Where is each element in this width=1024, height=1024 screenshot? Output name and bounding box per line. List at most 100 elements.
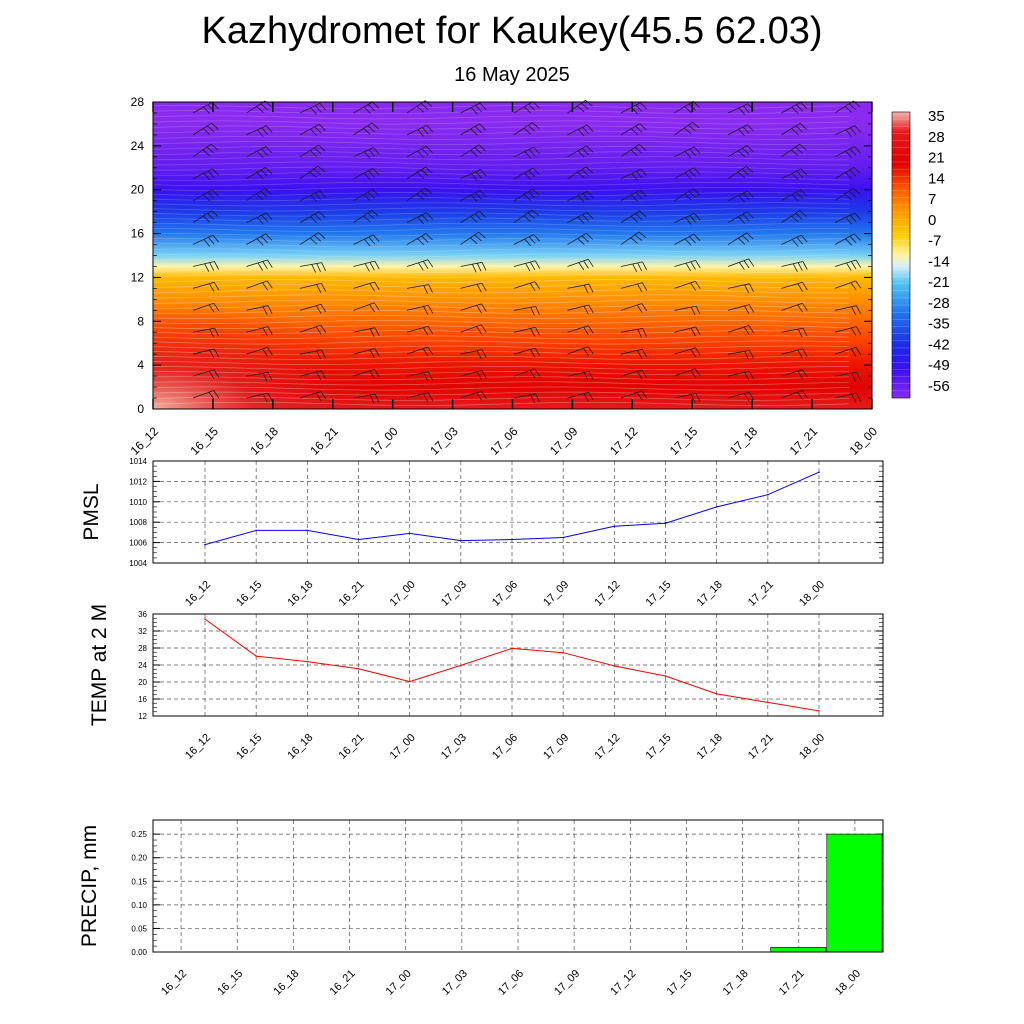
wind-barb-shaft xyxy=(781,327,804,333)
wind-barb-flag xyxy=(476,305,482,314)
data-point xyxy=(613,525,616,528)
x-tick-label: 17_18 xyxy=(721,968,751,998)
x-tick-label: 16_12 xyxy=(159,968,189,998)
wind-barb-flag xyxy=(364,263,370,272)
wind-barb xyxy=(353,348,380,358)
wind-barb-flag xyxy=(425,233,433,241)
wind-barb-shaft xyxy=(460,370,482,377)
wind-barb-flag xyxy=(641,390,648,399)
colorbar-gradient xyxy=(891,111,911,399)
y-tick-label: 32 xyxy=(138,627,147,636)
wind-barb-shaft xyxy=(674,305,697,311)
wind-barb-shaft xyxy=(513,281,536,289)
wind-barb-shaft xyxy=(620,328,643,333)
wind-barb-flag xyxy=(799,210,807,217)
wind-barb-flag xyxy=(417,216,424,225)
x-tick-label: 16_21 xyxy=(337,732,367,762)
wind-barb xyxy=(299,283,327,293)
wind-barb xyxy=(460,190,487,202)
wind-barb-flag xyxy=(203,194,211,202)
wind-barb-flag xyxy=(583,348,589,356)
wind-barb-flag xyxy=(481,390,487,400)
wind-barb-flag xyxy=(470,150,478,157)
wind-barb-flag xyxy=(639,189,647,197)
wind-barb-flag xyxy=(267,326,273,335)
wind-barb-flag xyxy=(849,169,857,177)
contour-line xyxy=(152,340,850,345)
wind-barb-shaft xyxy=(246,100,266,114)
wind-barb-flag xyxy=(801,390,808,399)
wind-barb xyxy=(513,188,540,202)
wind-barb-flag xyxy=(310,128,317,136)
wind-barb-flag xyxy=(690,348,696,358)
contour-line xyxy=(152,125,850,130)
wind-barb-flag xyxy=(318,232,326,239)
wind-barb-shaft xyxy=(727,350,750,355)
wind-barb-flag xyxy=(533,234,540,242)
x-tick-label: 16_15 xyxy=(215,968,245,998)
wind-barb-flag xyxy=(267,372,273,381)
y-tick-label: 1004 xyxy=(129,559,147,568)
wind-barb xyxy=(781,369,808,380)
wind-barb-flag xyxy=(749,371,755,380)
wind-barb-flag xyxy=(528,103,536,111)
wind-barb-shaft xyxy=(353,302,375,311)
wind-barb-flag xyxy=(428,371,433,381)
wind-barb-shaft xyxy=(460,144,480,158)
x-tick-label: 17_18 xyxy=(727,424,761,458)
contour-line xyxy=(152,401,850,406)
wind-barb xyxy=(460,144,486,158)
wind-barb-shaft xyxy=(674,121,693,136)
wind-barb-flag xyxy=(367,212,375,220)
wind-barb-flag xyxy=(208,304,215,313)
wind-barb xyxy=(192,189,219,202)
wind-barb-shaft xyxy=(781,101,801,114)
wind-barb-shaft xyxy=(460,190,481,202)
wind-barb-shaft xyxy=(353,209,372,223)
x-tick-label: 18_00 xyxy=(847,424,881,458)
wind-barb-flag xyxy=(801,234,808,243)
wind-barb-flag xyxy=(692,121,700,129)
wind-barb-flag xyxy=(797,370,803,380)
wind-barb-flag xyxy=(684,238,692,246)
wind-barb-shaft xyxy=(299,190,320,202)
wind-barb-flag xyxy=(631,173,639,181)
y-tick-label: 20 xyxy=(131,183,145,197)
wind-barb xyxy=(567,166,593,180)
wind-barb-flag xyxy=(421,148,429,156)
wind-barb-flag xyxy=(642,261,647,271)
wind-barb xyxy=(727,391,755,402)
wind-barb-flag xyxy=(799,143,807,151)
x-tick-label: 17_12 xyxy=(592,579,622,609)
wind-barb-shaft xyxy=(674,233,695,245)
wind-barb-flag xyxy=(748,391,755,400)
wind-barb xyxy=(246,212,273,225)
wind-barb-flag xyxy=(632,263,638,273)
wind-barb-flag xyxy=(640,102,647,110)
wind-barb xyxy=(406,325,434,336)
wind-barb-flag xyxy=(746,145,754,152)
x-tick-label: 17_00 xyxy=(384,968,414,998)
wind-barb-shaft xyxy=(781,261,803,267)
y-tick-label: 0.05 xyxy=(131,924,147,933)
wind-barb-flag xyxy=(369,262,375,271)
wind-barb-shaft xyxy=(620,261,643,267)
wind-barb-shaft xyxy=(727,325,750,333)
wind-barb-flag xyxy=(744,351,749,360)
y-tick-label: 24 xyxy=(131,139,145,153)
wind-barb xyxy=(406,371,433,382)
contour-line xyxy=(152,176,850,181)
wind-barb-flag xyxy=(846,262,852,271)
wind-barb-shaft xyxy=(674,280,696,289)
wind-barb xyxy=(299,262,326,273)
wind-barb-shaft xyxy=(406,325,429,333)
wind-barb-flag xyxy=(416,105,424,113)
x-tick-label: 17_06 xyxy=(496,968,526,998)
wind-barb-flag xyxy=(421,214,429,222)
wind-barb-shaft xyxy=(727,145,748,158)
wind-barb-flag xyxy=(635,171,643,179)
wind-barb-flag xyxy=(212,234,220,243)
wind-barb-flag xyxy=(262,282,268,291)
wind-barb xyxy=(834,233,861,246)
wind-barb-flag xyxy=(481,370,487,379)
